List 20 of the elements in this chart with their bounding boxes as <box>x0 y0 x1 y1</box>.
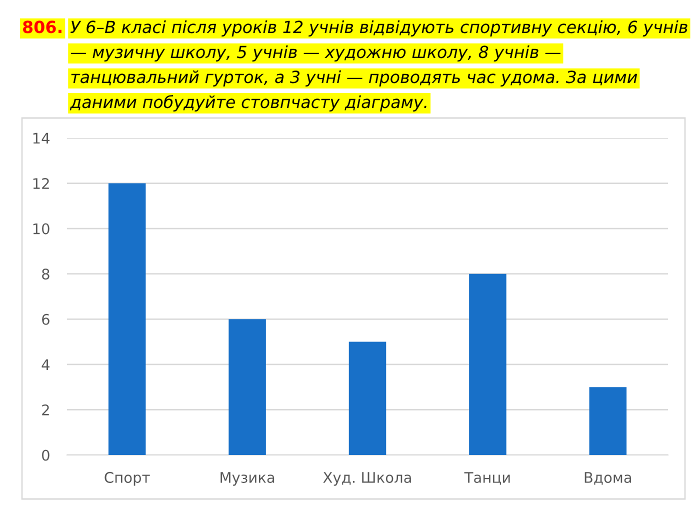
bar <box>228 319 266 455</box>
y-tick-label: 10 <box>33 223 50 234</box>
bar <box>469 274 506 455</box>
chart-subtitle: У 6–В класі після уроків 12 учнів відвідують спортивну секцію, 6 учнів — музичну школу, 5 учнів — художню школу, 8 учнів — танцювальний гурток, а 3 учні — проводять час удома. За цими даними побудуйте стовпчасту діаграму. <box>70 20 688 112</box>
chart-title: 806. <box>23 20 62 34</box>
x-tick-label: Спорт <box>104 472 150 486</box>
y-tick-label: 8 <box>42 268 50 280</box>
bar <box>348 342 386 455</box>
y-tick-label: 0 <box>42 450 50 461</box>
x-tick-label: Танци <box>464 472 510 485</box>
x-tick-label: Вдома <box>584 472 632 485</box>
y-tick-label: 14 <box>33 132 50 144</box>
y-tick-label: 12 <box>33 178 49 189</box>
x-tick-label: Худ. Школа <box>323 472 411 486</box>
y-tick-label: 6 <box>42 314 50 325</box>
y-tick-label: 4 <box>42 359 50 370</box>
bar <box>108 183 146 455</box>
x-tick-label: Музика <box>220 472 274 486</box>
bar <box>589 387 627 455</box>
y-tick-label: 2 <box>42 404 49 416</box>
